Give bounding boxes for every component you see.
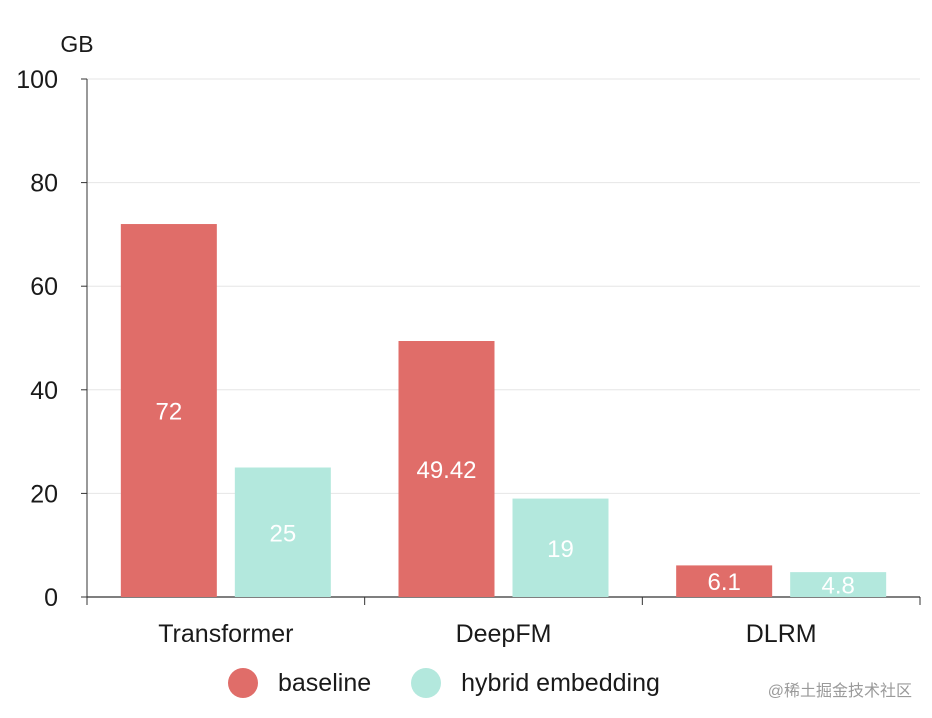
- bar-hybrid-embedding-dlrm: [790, 572, 887, 597]
- data-label-hybrid-embedding-dlrm: 4.8: [821, 573, 854, 600]
- bar-baseline-transformer: [120, 224, 217, 598]
- data-label-baseline-deepfm: 49.42: [416, 457, 476, 484]
- bar-baseline-dlrm: [676, 565, 773, 597]
- legend-swatch-baseline: [228, 668, 258, 698]
- legend: baseline hybrid embedding: [228, 668, 700, 698]
- bar-hybrid-embedding-transformer: [234, 467, 331, 597]
- y-tick-label-60: 60: [30, 273, 58, 301]
- bar-baseline-deepfm: [398, 341, 495, 597]
- legend-label-hybrid-embedding: hybrid embedding: [461, 668, 660, 697]
- y-tick-label-20: 20: [30, 480, 58, 508]
- data-label-baseline-transformer: 72: [155, 399, 182, 426]
- legend-label-baseline: baseline: [278, 668, 372, 697]
- y-tick-label-0: 0: [44, 584, 58, 612]
- y-tick-label-80: 80: [30, 170, 58, 198]
- watermark: @稀土掘金技术社区: [767, 683, 912, 700]
- x-tick-label-transformer: Transformer: [158, 620, 293, 648]
- legend-item-hybrid-embedding[interactable]: hybrid embedding: [411, 668, 660, 698]
- legend-item-baseline[interactable]: baseline: [228, 668, 371, 698]
- y-tick-label-40: 40: [30, 377, 58, 405]
- data-label-baseline-dlrm: 6.1: [707, 569, 740, 596]
- x-tick-label-deepfm: DeepFM: [456, 620, 552, 648]
- x-tick-label-dlrm: DLRM: [746, 620, 817, 648]
- y-tick-label-100: 100: [16, 66, 58, 94]
- data-label-hybrid-embedding-transformer: 25: [269, 520, 296, 547]
- y-axis-label: GB: [60, 31, 93, 57]
- legend-swatch-hybrid-embedding: [411, 668, 442, 698]
- bar-hybrid-embedding-deepfm: [512, 498, 609, 597]
- data-label-hybrid-embedding-deepfm: 19: [547, 536, 574, 563]
